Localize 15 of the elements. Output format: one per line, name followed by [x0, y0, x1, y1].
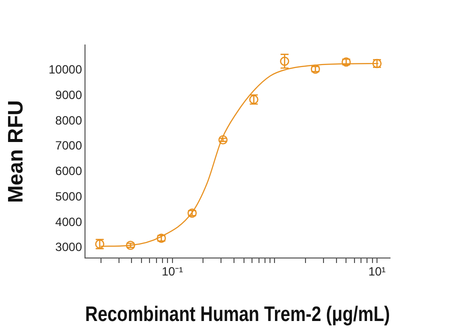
point [126, 240, 136, 250]
x-tick-label: 10¹ [368, 264, 386, 279]
x-axis-title: Recombinant Human Trem-2 (μg/mL) [85, 304, 390, 327]
point [280, 56, 290, 66]
x-tick-label: 10⁻¹ [162, 264, 184, 279]
y-tick-label: 10000 [48, 62, 82, 77]
y-tick-label: 4000 [55, 214, 82, 229]
y-tick-label: 9000 [55, 88, 82, 102]
y-tick-label: 6000 [55, 164, 82, 178]
y-tick-label: 7000 [55, 138, 82, 153]
point [218, 135, 228, 144]
y-axis-title: Mean RFU [4, 100, 28, 203]
y-tick-label: 8000 [55, 113, 82, 128]
y-tick-label: 3000 [55, 240, 82, 254]
y-tick-label: 5000 [55, 189, 82, 204]
